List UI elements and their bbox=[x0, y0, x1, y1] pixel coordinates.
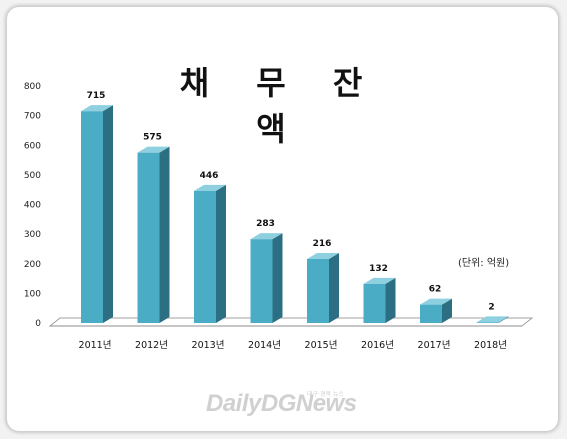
y-tick-label: 300 bbox=[24, 230, 41, 240]
data-label: 575 bbox=[143, 133, 162, 143]
y-tick-label: 0 bbox=[35, 319, 41, 329]
bar-side bbox=[442, 298, 452, 323]
data-label: 283 bbox=[256, 219, 275, 229]
y-tick-label: 700 bbox=[24, 112, 41, 122]
bar-top bbox=[363, 277, 396, 284]
watermark-subtext: 대구·경북 뉴스 bbox=[307, 391, 344, 398]
bar-side bbox=[216, 184, 226, 323]
bar-top bbox=[194, 184, 226, 191]
bar-top bbox=[476, 316, 509, 323]
x-tick-label: 2017년 bbox=[418, 340, 451, 351]
x-tick-label: 2012년 bbox=[135, 340, 168, 351]
y-tick-label: 400 bbox=[24, 201, 41, 211]
bar-side bbox=[385, 277, 396, 323]
bar-side bbox=[329, 253, 339, 323]
x-tick-label: 2011년 bbox=[79, 340, 112, 351]
bar-top bbox=[137, 146, 170, 153]
bar-side bbox=[103, 105, 113, 324]
bar bbox=[476, 322, 499, 323]
x-tick-label: 2014년 bbox=[248, 340, 281, 351]
y-tick-label: 200 bbox=[24, 260, 41, 270]
bar-side bbox=[272, 233, 283, 323]
y-tick-label: 600 bbox=[24, 141, 41, 151]
bar-top bbox=[81, 105, 113, 112]
bar bbox=[307, 259, 329, 323]
y-tick-label: 800 bbox=[24, 82, 41, 92]
bar-top bbox=[250, 233, 283, 240]
watermark-logo: DailyDGNews bbox=[206, 390, 357, 417]
x-tick-label: 2015년 bbox=[305, 340, 338, 351]
chart-floor bbox=[48, 317, 534, 327]
x-tick-label: 2018년 bbox=[474, 340, 507, 351]
y-tick-label: 500 bbox=[24, 171, 41, 181]
bar bbox=[81, 111, 103, 324]
data-label: 446 bbox=[200, 171, 219, 181]
x-tick-label: 2013년 bbox=[192, 340, 225, 351]
unit-note: (단위: 억원) bbox=[458, 258, 510, 269]
bar bbox=[363, 283, 386, 323]
bar bbox=[420, 304, 442, 323]
bar-top bbox=[307, 253, 339, 260]
bar bbox=[250, 239, 273, 323]
data-label: 2 bbox=[488, 302, 494, 312]
data-label: 216 bbox=[313, 239, 332, 249]
bar-side bbox=[159, 146, 170, 323]
data-label: 715 bbox=[87, 91, 106, 101]
data-label: 132 bbox=[369, 264, 388, 274]
bar bbox=[137, 152, 160, 323]
x-tick-label: 2016년 bbox=[361, 340, 394, 351]
bar-top bbox=[420, 298, 452, 305]
data-label: 62 bbox=[429, 285, 442, 295]
chart-title: 채 무 잔 액 bbox=[179, 64, 381, 148]
bar bbox=[194, 190, 216, 323]
bar-side bbox=[498, 316, 509, 323]
y-tick-label: 100 bbox=[24, 289, 41, 299]
